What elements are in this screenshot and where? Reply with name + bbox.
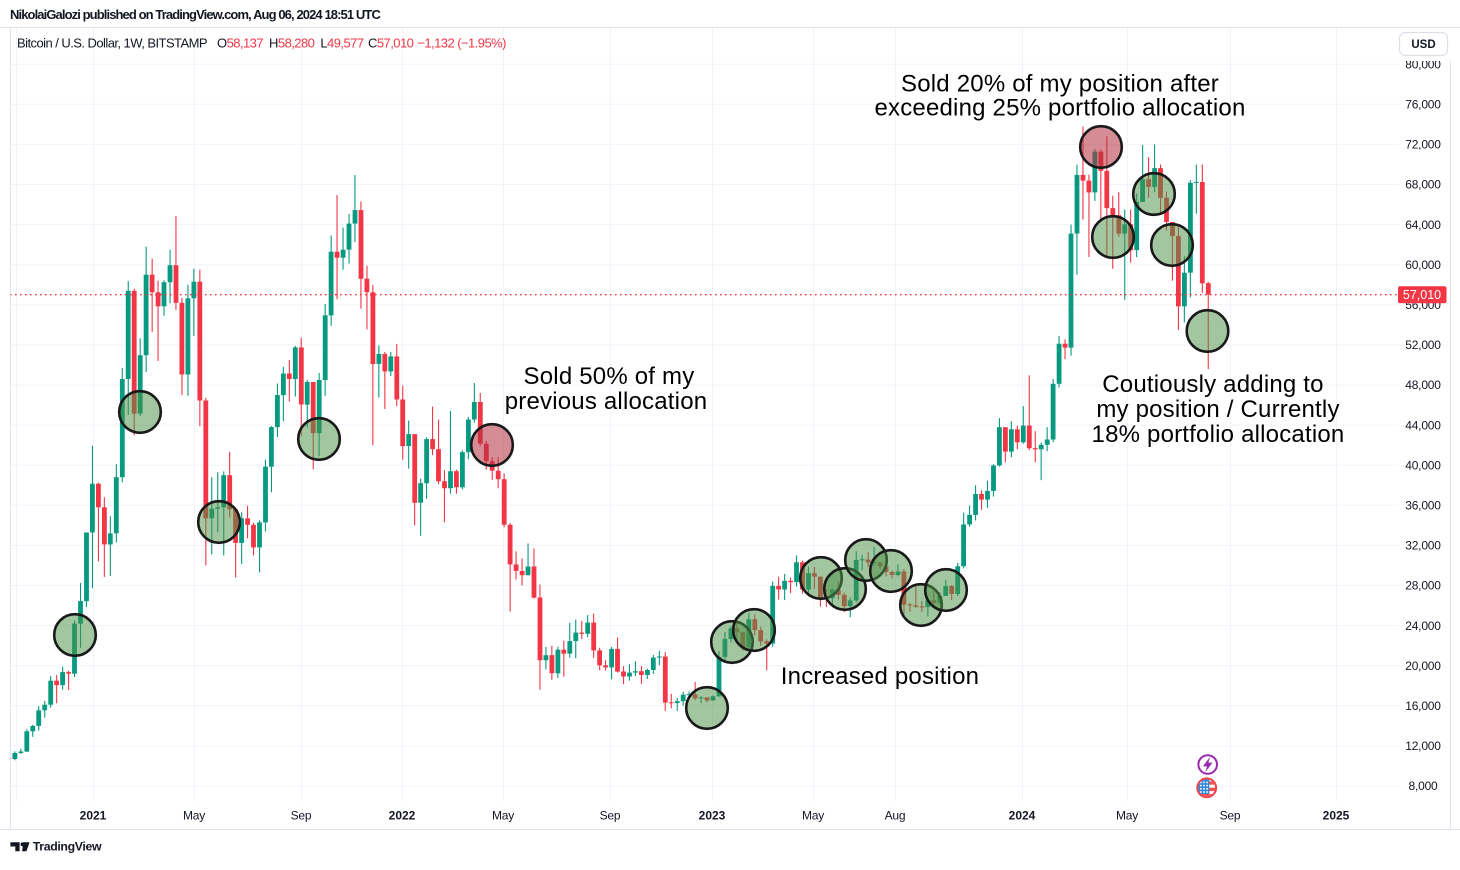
svg-text:12,000: 12,000	[1405, 739, 1441, 753]
svg-text:40,000: 40,000	[1405, 458, 1441, 472]
svg-text:NikolaiGalozi published on Tra: NikolaiGalozi published on TradingView.c…	[10, 7, 381, 22]
svg-text:28,000: 28,000	[1405, 579, 1441, 593]
svg-text:52,000: 52,000	[1405, 338, 1441, 352]
svg-text:exceeding 25% portfolio alloca: exceeding 25% portfolio allocation	[874, 95, 1245, 122]
svg-text:76,000: 76,000	[1405, 98, 1441, 112]
svg-text:60,000: 60,000	[1405, 258, 1441, 272]
svg-text:64,000: 64,000	[1405, 218, 1441, 232]
svg-text:Sold 20% of my position after: Sold 20% of my position after	[901, 71, 1219, 98]
svg-text:Coutiously adding to: Coutiously adding to	[1102, 371, 1323, 398]
svg-text:Sep: Sep	[1220, 809, 1241, 823]
svg-text:68,000: 68,000	[1405, 178, 1441, 192]
svg-text:44,000: 44,000	[1405, 418, 1441, 432]
svg-text:my position / Currently: my position / Currently	[1096, 396, 1339, 423]
svg-text:20,000: 20,000	[1405, 659, 1441, 673]
svg-text:Sep: Sep	[600, 809, 621, 823]
svg-text:Sep: Sep	[291, 809, 312, 823]
svg-text:36,000: 36,000	[1405, 499, 1441, 513]
svg-text:72,000: 72,000	[1405, 138, 1441, 152]
svg-text:2023: 2023	[699, 809, 726, 823]
svg-text:May: May	[492, 809, 514, 823]
svg-text:Aug: Aug	[885, 809, 906, 823]
svg-text:32,000: 32,000	[1405, 539, 1441, 553]
svg-text:2024: 2024	[1009, 809, 1036, 823]
svg-text:8,000: 8,000	[1408, 779, 1438, 793]
svg-text:Bitcoin / U.S. Dollar, 1W, BIT: Bitcoin / U.S. Dollar, 1W, BITSTAMP O58,1…	[17, 36, 506, 51]
svg-text:May: May	[1116, 809, 1138, 823]
svg-text:57,010: 57,010	[1403, 288, 1441, 302]
svg-text:Increased position: Increased position	[781, 663, 979, 690]
svg-text:May: May	[802, 809, 824, 823]
svg-text:USD: USD	[1411, 39, 1435, 51]
svg-text:2021: 2021	[80, 809, 107, 823]
svg-text:TradingView: TradingView	[33, 839, 102, 853]
svg-text:Sold 50% of my: Sold 50% of my	[524, 363, 695, 390]
svg-text:24,000: 24,000	[1405, 619, 1441, 633]
svg-text:May: May	[183, 809, 205, 823]
svg-text:16,000: 16,000	[1405, 699, 1441, 713]
svg-text:previous allocation: previous allocation	[505, 388, 708, 415]
svg-text:48,000: 48,000	[1405, 378, 1441, 392]
svg-text:2025: 2025	[1323, 809, 1350, 823]
svg-text:18% portfolio allocation: 18% portfolio allocation	[1092, 421, 1345, 448]
svg-text:2022: 2022	[389, 809, 416, 823]
